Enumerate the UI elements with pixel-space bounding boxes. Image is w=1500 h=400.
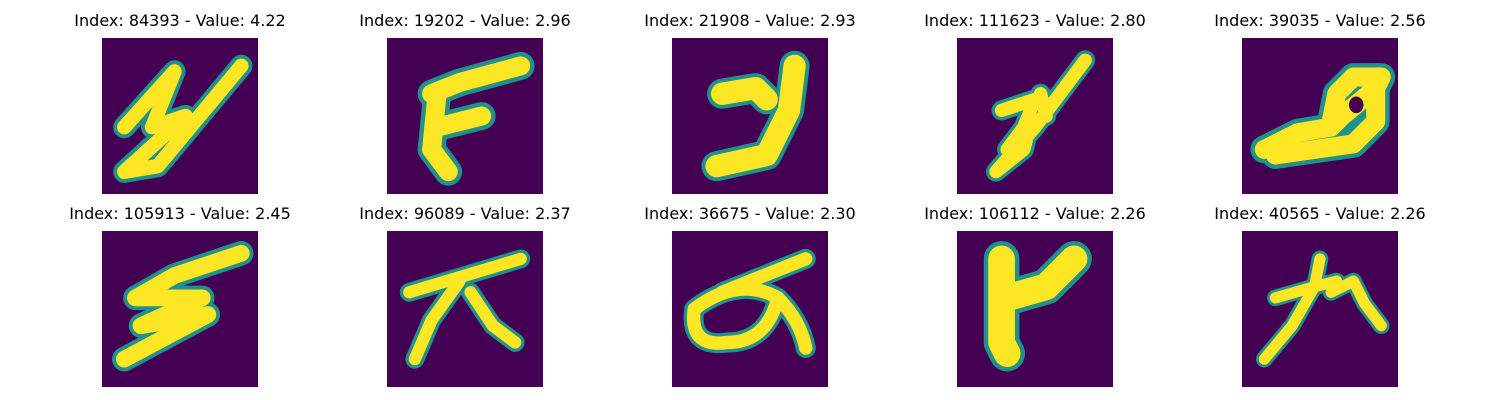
glyph-image [102, 231, 258, 387]
panel-1: Index: 84393 - Value: 4.22 [35, 10, 325, 194]
glyph-3-drawing [672, 38, 828, 194]
glyph-4-drawing [957, 38, 1113, 194]
glyph-1-drawing [102, 38, 258, 194]
panel-9: Index: 106112 - Value: 2.26 [890, 203, 1180, 387]
panel-title: Index: 39035 - Value: 2.56 [1214, 11, 1426, 30]
panel-title: Index: 106112 - Value: 2.26 [924, 204, 1146, 223]
glyph-9-drawing [957, 231, 1113, 387]
panel-title: Index: 40565 - Value: 2.26 [1214, 204, 1426, 223]
glyph-image [957, 38, 1113, 194]
panel-5: Index: 39035 - Value: 2.56 [1175, 10, 1465, 194]
panel-title: Index: 105913 - Value: 2.45 [69, 204, 291, 223]
panel-title: Index: 21908 - Value: 2.93 [644, 11, 856, 30]
glyph-image [672, 231, 828, 387]
panel-4: Index: 111623 - Value: 2.80 [890, 10, 1180, 194]
glyph-8-drawing [672, 231, 828, 387]
glyph-image [1242, 38, 1398, 194]
panel-title: Index: 111623 - Value: 2.80 [924, 11, 1146, 30]
glyph-image [387, 38, 543, 194]
panel-2: Index: 19202 - Value: 2.96 [320, 10, 610, 194]
panel-7: Index: 96089 - Value: 2.37 [320, 203, 610, 387]
panel-title: Index: 96089 - Value: 2.37 [359, 204, 571, 223]
glyph-5-drawing [1242, 38, 1398, 194]
glyph-image [102, 38, 258, 194]
panel-3: Index: 21908 - Value: 2.93 [605, 10, 895, 194]
panel-8: Index: 36675 - Value: 2.30 [605, 203, 895, 387]
panel-10: Index: 40565 - Value: 2.26 [1175, 203, 1465, 387]
panel-6: Index: 105913 - Value: 2.45 [35, 203, 325, 387]
glyph-image [387, 231, 543, 387]
glyph-image [957, 231, 1113, 387]
glyph-image [672, 38, 828, 194]
glyph-6-drawing [102, 231, 258, 387]
glyph-10-drawing [1242, 231, 1398, 387]
glyph-image [1242, 231, 1398, 387]
panel-title: Index: 36675 - Value: 2.30 [644, 204, 856, 223]
glyph-2-drawing [387, 38, 543, 194]
panel-title: Index: 84393 - Value: 4.22 [74, 11, 286, 30]
glyph-7-drawing [387, 231, 543, 387]
panel-title: Index: 19202 - Value: 2.96 [359, 11, 571, 30]
